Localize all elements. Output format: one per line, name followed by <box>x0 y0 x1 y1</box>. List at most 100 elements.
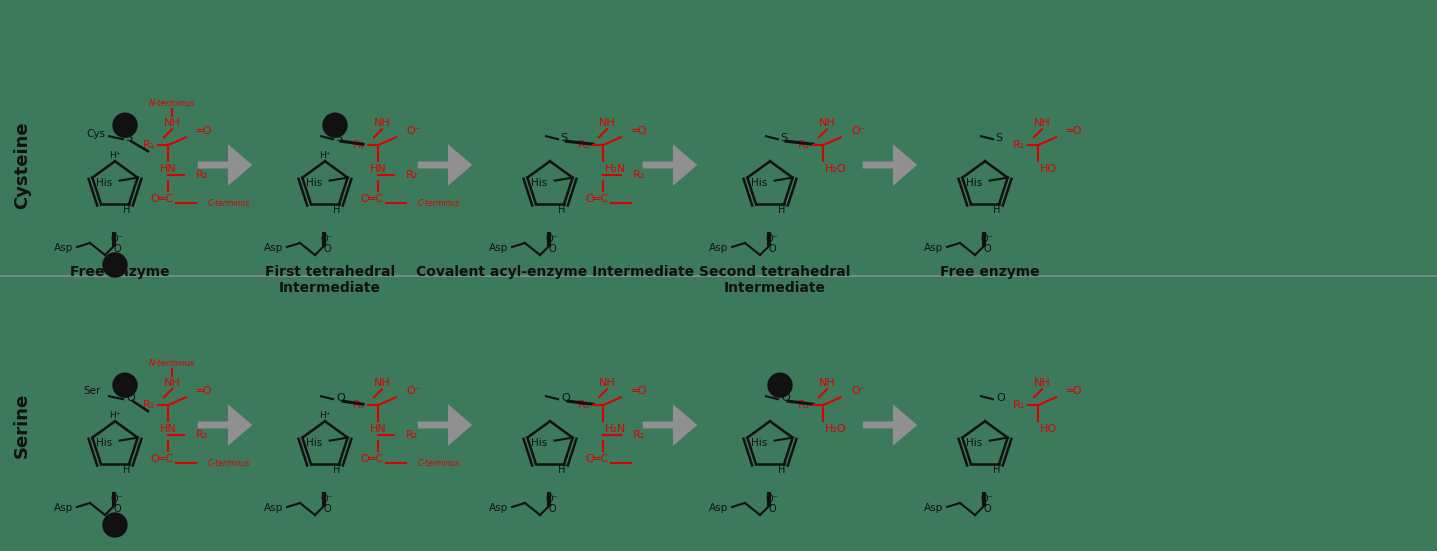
Text: f: f <box>777 380 783 390</box>
Text: R₁: R₁ <box>578 400 591 410</box>
Text: C-terminus: C-terminus <box>208 199 250 208</box>
Text: Serine: Serine <box>13 392 32 458</box>
Text: His: His <box>96 177 112 188</box>
Text: NH: NH <box>1033 378 1050 388</box>
Text: S: S <box>560 133 568 143</box>
Text: O: O <box>323 504 331 514</box>
Text: H: H <box>124 465 131 476</box>
Text: O⁻: O⁻ <box>851 126 865 136</box>
Text: H: H <box>779 465 786 476</box>
Text: Asp: Asp <box>924 243 943 253</box>
Text: C-terminus: C-terminus <box>208 458 250 468</box>
Text: R₁: R₁ <box>1013 400 1025 410</box>
Text: a: a <box>121 120 129 130</box>
Text: O: O <box>114 244 121 254</box>
Text: O: O <box>769 244 776 254</box>
Text: Cys: Cys <box>86 129 105 139</box>
Text: O═C: O═C <box>151 194 174 204</box>
Circle shape <box>103 253 126 277</box>
Text: C-terminus: C-terminus <box>418 458 460 468</box>
Circle shape <box>103 513 126 537</box>
Text: H: H <box>333 465 341 476</box>
Text: R₂: R₂ <box>634 430 645 440</box>
Text: NH: NH <box>374 378 391 388</box>
Text: His: His <box>967 177 983 188</box>
Text: O═C: O═C <box>361 194 384 204</box>
Text: O⁻: O⁻ <box>320 494 333 504</box>
Text: His: His <box>967 437 983 447</box>
Text: His: His <box>752 437 767 447</box>
Text: d: d <box>111 520 119 530</box>
Text: O⁻: O⁻ <box>407 386 421 396</box>
Text: His: His <box>306 177 323 188</box>
Text: R₂: R₂ <box>407 170 418 180</box>
Text: HN: HN <box>160 164 177 174</box>
Text: O: O <box>547 244 556 254</box>
Text: ═O: ═O <box>195 386 211 396</box>
Text: Asp: Asp <box>924 503 943 513</box>
Text: S: S <box>780 133 787 143</box>
Text: Asp: Asp <box>53 503 73 513</box>
Text: S: S <box>335 133 342 143</box>
Text: O: O <box>780 393 790 403</box>
Text: HN: HN <box>369 164 387 174</box>
Text: R₂: R₂ <box>195 430 208 440</box>
Text: H: H <box>559 206 566 215</box>
Text: R₁: R₁ <box>798 140 810 150</box>
Text: O⁻: O⁻ <box>546 494 559 504</box>
Text: C-terminus: C-terminus <box>418 199 460 208</box>
Text: O═C: O═C <box>151 454 174 464</box>
Text: H: H <box>124 206 131 215</box>
Text: NH: NH <box>164 378 181 388</box>
Text: O⁻: O⁻ <box>851 386 865 396</box>
Text: e: e <box>332 120 339 130</box>
Text: H⁺: H⁺ <box>109 410 121 420</box>
Text: O: O <box>769 504 776 514</box>
Text: O⁻: O⁻ <box>980 494 993 504</box>
Text: His: His <box>752 177 767 188</box>
Text: O═C: O═C <box>361 454 384 464</box>
Text: HO: HO <box>1040 164 1058 174</box>
Text: H: H <box>993 465 1000 476</box>
Text: O: O <box>336 393 345 403</box>
Text: O⁻: O⁻ <box>546 234 559 244</box>
Text: Asp: Asp <box>708 503 729 513</box>
Text: Asp: Asp <box>489 243 509 253</box>
Text: Asp: Asp <box>53 243 73 253</box>
Text: O: O <box>547 504 556 514</box>
Text: Covalent acyl-enzyme Intermediate: Covalent acyl-enzyme Intermediate <box>415 265 694 279</box>
Text: His: His <box>306 437 323 447</box>
Text: N-terminus: N-terminus <box>149 359 195 368</box>
Text: O: O <box>126 393 135 403</box>
Text: H: H <box>333 206 341 215</box>
Text: O⁻: O⁻ <box>111 494 124 504</box>
Text: R₁: R₁ <box>142 140 155 150</box>
Text: H₂O: H₂O <box>825 164 846 174</box>
Text: NH: NH <box>164 118 181 128</box>
Text: S: S <box>125 133 132 143</box>
Text: H: H <box>779 206 786 215</box>
Text: NH: NH <box>819 118 835 128</box>
Text: NH: NH <box>819 378 835 388</box>
Text: H⁺: H⁺ <box>319 410 331 420</box>
Text: O═C: O═C <box>585 194 609 204</box>
Text: Second tetrahedral
Intermediate: Second tetrahedral Intermediate <box>700 265 851 295</box>
Text: O⁻: O⁻ <box>407 126 421 136</box>
Text: NH: NH <box>599 378 615 388</box>
Text: H: H <box>993 206 1000 215</box>
Text: ═O: ═O <box>1066 126 1082 136</box>
Text: R₁: R₁ <box>798 400 810 410</box>
Text: R₁: R₁ <box>1013 140 1025 150</box>
Text: Asp: Asp <box>489 503 509 513</box>
Text: R₂: R₂ <box>195 170 208 180</box>
Circle shape <box>114 113 137 137</box>
Circle shape <box>114 373 137 397</box>
Text: HN: HN <box>160 424 177 434</box>
Text: H₂N: H₂N <box>605 424 627 434</box>
Text: His: His <box>532 437 547 447</box>
Text: H₂N: H₂N <box>605 164 627 174</box>
Text: First tetrahedral
Intermediate: First tetrahedral Intermediate <box>264 265 395 295</box>
Text: Cysteine: Cysteine <box>13 121 32 209</box>
Circle shape <box>767 373 792 397</box>
Text: NH: NH <box>599 118 615 128</box>
